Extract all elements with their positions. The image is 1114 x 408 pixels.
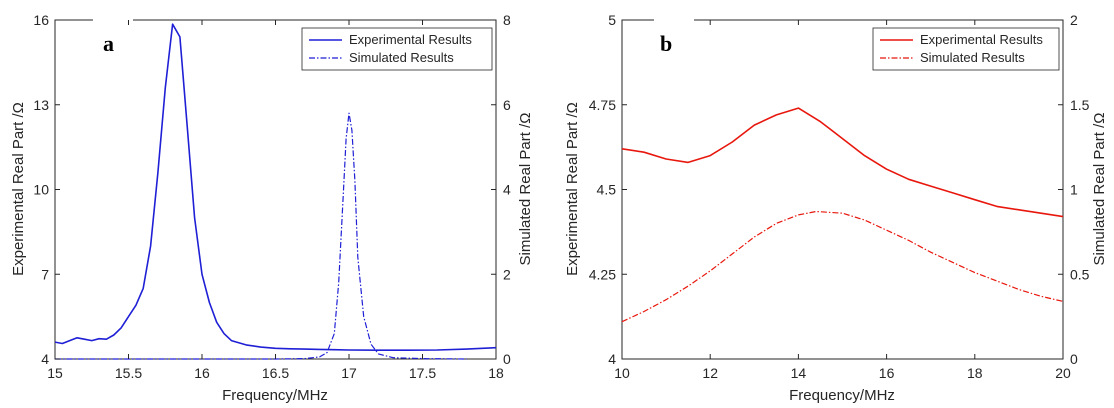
left-y-tick-label: 4 [608,351,616,367]
series-line-simulated [621,210,1064,323]
right-y-tick-label: 2 [503,266,511,282]
ticks-layer: 10 12 14 16 18 20 4 4.25 4.5 4.75 5 0 0.5 1 1.5 2 [589,12,1090,381]
x-tick-label: 16 [194,365,210,381]
x-axis-label: Frequency/MHz [789,387,895,404]
legend-label-simulated: Simulated Results [349,50,454,65]
x-tick-label: 16 [879,365,895,381]
x-tick-label: 18 [967,365,983,381]
series-layer [54,23,497,360]
plot-frame [54,19,497,360]
series-layer [621,107,1064,323]
panel-label: b [660,31,672,56]
right-y-tick-label: 2 [1070,12,1078,28]
left-y-tick-label: 10 [33,182,49,198]
series-line-experimental [621,107,1064,218]
legend-label-experimental: Experimental Results [349,32,472,47]
right-y-tick-label: 6 [503,97,511,113]
left-y-tick-label: 4.5 [597,182,617,198]
series-line-experimental [54,23,497,352]
x-tick-label: 16.5 [262,365,289,381]
left-y-tick-label: 4 [41,351,49,367]
x-tick-label: 15 [47,365,63,381]
left-y-tick-label: 7 [41,266,49,282]
panel-label-background [654,16,694,60]
right-y-tick-label: 1.5 [1070,97,1090,113]
panel-label-background [93,16,133,60]
panel-label: a [103,31,114,56]
legend-box [301,27,493,71]
legend-label-simulated: Simulated Results [920,50,1025,65]
x-tick-label: 17 [341,365,357,381]
series-line-simulated [55,112,467,360]
x-tick-label: 18 [488,365,504,381]
legend: Experimental Results Simulated Results [872,27,1060,71]
right-y-tick-label: 0 [1070,351,1078,367]
right-y-axis-label: Simulated Real Part /Ω [517,113,534,266]
right-y-tick-label: 0 [503,351,511,367]
x-tick-label: 20 [1055,365,1071,381]
x-axis-label: Frequency/MHz [222,387,328,404]
left-y-tick-label: 16 [33,12,49,28]
legend: Experimental Results Simulated Results [301,27,493,71]
x-tick-label: 12 [702,365,718,381]
right-y-tick-label: 4 [503,182,511,198]
x-tick-label: 17.5 [409,365,436,381]
left-y-tick-label: 4.75 [589,97,616,113]
chart-panel-a: 15 15.5 16 16.5 17 17.5 18 4 7 10 13 16 0 2 4 6 8 a Freq… [10,12,534,404]
ticks-layer: 15 15.5 16 16.5 17 17.5 18 4 7 10 13 16 0 2 4 6 8 [33,12,511,381]
right-y-axis-label: Simulated Real Part /Ω [1091,113,1108,266]
x-tick-label: 15.5 [115,365,142,381]
right-y-tick-label: 8 [503,12,511,28]
right-y-tick-label: 1 [1070,182,1078,198]
legend-box [872,27,1060,71]
left-y-tick-label: 4.25 [589,266,616,282]
left-y-axis-label: Experimental Real Part /Ω [10,102,27,276]
legend-label-experimental: Experimental Results [920,32,1043,47]
left-y-tick-label: 5 [608,12,616,28]
chart-panel-b: 10 12 14 16 18 20 4 4.25 4.5 4.75 5 0 0.5 1 1.5 2 b Fre… [564,12,1108,404]
x-tick-label: 10 [614,365,630,381]
left-y-tick-label: 13 [33,97,49,113]
right-y-tick-label: 0.5 [1070,266,1090,282]
left-y-axis-label: Experimental Real Part /Ω [564,102,581,276]
plot-frame [621,19,1064,360]
x-tick-label: 14 [791,365,807,381]
